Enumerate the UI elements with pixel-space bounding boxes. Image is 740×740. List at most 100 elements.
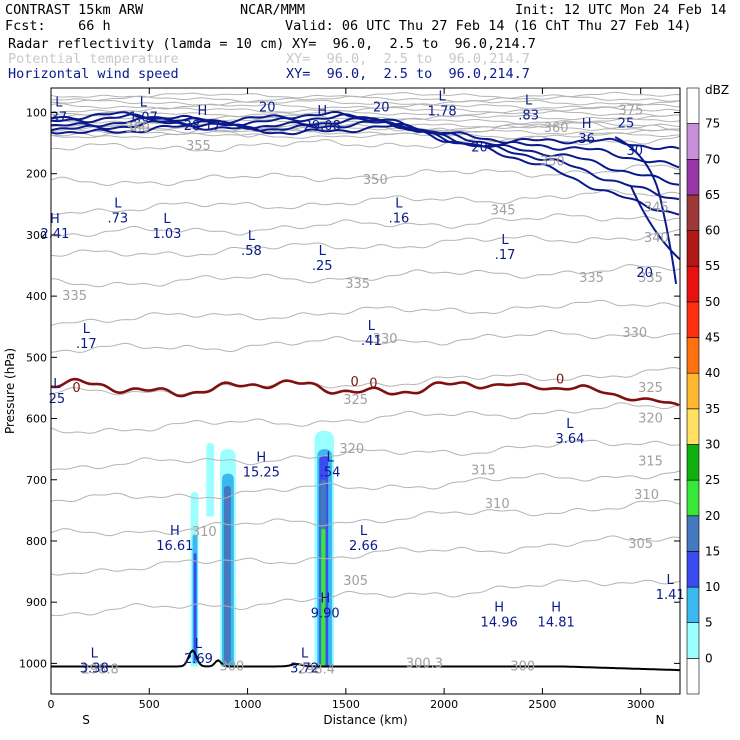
theta-contour-21 xyxy=(50,367,681,396)
extremum-value-17: 3.64 xyxy=(555,432,584,447)
field-wind-label: Horizontal wind speed xyxy=(8,66,179,82)
extremum-value-2: 28.17 xyxy=(184,119,221,134)
theta-label-27: 300.3 xyxy=(406,656,443,671)
theta-contour-22 xyxy=(50,402,681,434)
wind-contour-descending-2 xyxy=(629,185,681,261)
y-tick-label-2: 300 xyxy=(26,229,47,242)
field-reflectivity-label: Radar reflectivity (lamda = 10 cm) xyxy=(8,36,285,52)
extremum-value-24: 14.81 xyxy=(538,615,575,630)
extremum-kind-19: L xyxy=(326,451,334,466)
reflectivity-cell-6 xyxy=(223,485,231,664)
extremum-kind-3: H xyxy=(317,104,327,119)
theta-label-7: 345 xyxy=(644,200,669,215)
theta-label-28: 300 xyxy=(510,659,535,674)
extremum-kind-24: H xyxy=(551,600,561,615)
colorbar-box-45 xyxy=(686,337,700,374)
theta-label-10: 335 xyxy=(579,271,604,286)
colorbar-top-pad xyxy=(686,87,700,124)
colorbar-label-55: 55 xyxy=(705,259,720,273)
theta-label-26: 300 xyxy=(219,659,244,674)
extremum-value-21: 2.66 xyxy=(349,539,378,554)
y-tick-label-0: 100 xyxy=(26,106,47,119)
colorbar-box-40 xyxy=(686,372,700,410)
theta-label-22: 310 xyxy=(634,488,659,503)
wind-label-5: 20 xyxy=(636,266,653,281)
x-tick-label-6: 3000 xyxy=(627,698,655,711)
theta-contour-25 xyxy=(50,499,681,537)
extremum-kind-22: H xyxy=(320,591,330,606)
extremum-kind-14: L xyxy=(83,322,91,337)
extremum-kind-4: L xyxy=(439,89,447,104)
x-tick-label-5: 2500 xyxy=(528,698,556,711)
colorbar-label-50: 50 xyxy=(705,295,720,309)
extremum-value-27: 2.69 xyxy=(184,652,213,667)
theta-contour-19 xyxy=(50,299,681,326)
extremum-value-18: 15.25 xyxy=(243,466,280,481)
wind-label-8: 0 xyxy=(369,377,377,392)
theta-contour-18 xyxy=(50,264,681,288)
extremum-value-9: 1.03 xyxy=(152,227,181,242)
field-theta-label: Potential temperature xyxy=(8,51,179,67)
extremum-kind-28: L xyxy=(301,646,309,661)
y-tick-label-9: 1000 xyxy=(19,657,47,670)
extremum-kind-16: L xyxy=(53,377,61,392)
field-reflectivity-xy: XY= 96.0, 2.5 to 96.0,214.7 xyxy=(292,36,536,52)
reflectivity-cell-2 xyxy=(193,553,197,661)
colorbar-label-5: 5 xyxy=(705,616,713,630)
colorbar-box-70 xyxy=(686,158,700,196)
extremum-value-4: 1.78 xyxy=(428,104,457,119)
extremum-kind-9: L xyxy=(163,212,171,227)
forecast-hour: Fcst: 66 h xyxy=(5,18,111,34)
theta-label-11: 335 xyxy=(62,289,87,304)
colorbar-box-0 xyxy=(686,658,700,695)
extremum-kind-10: L xyxy=(248,229,256,244)
reflectivity-cell-3 xyxy=(206,443,215,517)
extremum-kind-2: H xyxy=(197,104,207,119)
extremum-value-10: .58 xyxy=(241,244,262,259)
extremum-kind-23: H xyxy=(494,600,504,615)
extremum-kind-18: H xyxy=(256,451,266,466)
theta-label-15: 325 xyxy=(343,393,368,408)
extremum-value-22: 9.90 xyxy=(311,606,340,621)
theta-contour-17 xyxy=(50,228,681,257)
extremum-kind-1: L xyxy=(140,95,148,110)
theta-label-4: 350 xyxy=(363,173,388,188)
theta-label-16: 325 xyxy=(638,381,663,396)
axes: 0 500 1000 1500 2000 2500 30001002003004005006… xyxy=(3,87,681,727)
colorbar-label-65: 65 xyxy=(705,188,720,202)
colorbar-label-45: 45 xyxy=(705,331,720,345)
colorbar-label-10: 10 xyxy=(705,580,720,594)
extremum-kind-5: L xyxy=(525,94,533,109)
colorbar-label-15: 15 xyxy=(705,544,720,558)
theta-contours xyxy=(50,91,681,617)
x-tick-label-2: 1000 xyxy=(234,698,262,711)
theta-label-30: 298.4 xyxy=(298,663,335,678)
extremum-value-15: .41 xyxy=(361,334,382,349)
colorbar-box-75 xyxy=(686,123,700,160)
field-theta-xy: XY= 96.0, 2.5 to 96.0,214.7 xyxy=(286,51,530,67)
theta-label-6: 345 xyxy=(491,203,516,218)
wind-label-9: 0 xyxy=(556,372,564,387)
theta-contour-23 xyxy=(50,439,681,471)
y-tick-label-1: 200 xyxy=(26,168,47,181)
extremum-kind-25: L xyxy=(667,573,675,588)
extremum-kind-11: L xyxy=(395,196,403,211)
extremum-kind-17: L xyxy=(566,417,574,432)
extremum-kind-27: L xyxy=(195,637,203,652)
extremum-value-0: 37 xyxy=(51,110,68,125)
colorbar-box-10 xyxy=(686,586,700,624)
extremum-value-12: .25 xyxy=(312,259,333,274)
wind-contour-2 xyxy=(50,117,680,186)
wind-label-1: 20 xyxy=(373,101,390,116)
theta-label-14: 330 xyxy=(622,326,647,341)
extremum-kind-12: L xyxy=(319,244,327,259)
colorbar-box-60 xyxy=(686,230,700,267)
theta-contour-1 xyxy=(51,95,681,103)
theta-label-19: 315 xyxy=(471,464,496,479)
wind-contour-4 xyxy=(50,110,680,216)
x-tick-label-4: 2000 xyxy=(430,698,458,711)
north-label: N xyxy=(656,713,665,727)
wind-contours xyxy=(50,110,681,407)
extremum-kind-13: L xyxy=(501,233,509,248)
